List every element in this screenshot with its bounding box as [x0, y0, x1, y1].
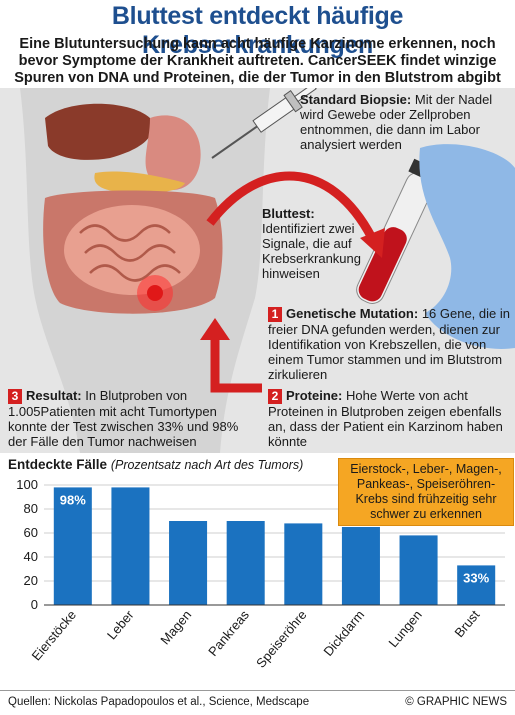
- callout-box: Eierstock-, Leber-, Magen-, Pankeas-, Sp…: [338, 458, 514, 526]
- x-tick-label: Leber: [104, 607, 137, 643]
- anatomy-illustration: [20, 88, 515, 453]
- pancreas-shape: [94, 171, 185, 193]
- bloodtest-heading: Bluttest:: [262, 206, 315, 221]
- x-tick-label: Speiseröhre: [253, 607, 310, 670]
- bar: [399, 535, 438, 605]
- arrow-to-tumor: [210, 338, 262, 393]
- biopsy-body: Mit der Nadel wird Gewebe oder Zellprobe…: [300, 92, 493, 152]
- biopsy-text: Standard Biopsie: Mit der Nadel wird Gew…: [300, 92, 510, 152]
- proteins-heading: Proteine:: [286, 388, 343, 403]
- footer-sources: Quellen: Nickolas Papadopoulos et al., S…: [8, 696, 310, 708]
- result-body: In Blutproben von 1.005Patienten mit ach…: [8, 388, 239, 449]
- y-tick-label: 60: [24, 525, 38, 540]
- proteins-body: Hohe Werte von acht Proteinen in Blutpro…: [268, 388, 503, 449]
- step-3-badge: 3: [8, 389, 22, 404]
- mutation-heading: Genetische Mutation:: [286, 306, 419, 321]
- bar: [53, 487, 92, 605]
- page-subtitle: Eine Blutuntersuchung kann acht häufige …: [14, 36, 501, 86]
- chart-heading: Entdeckte Fälle (Prozentsatz nach Art de…: [8, 457, 303, 472]
- glove-hand-icon: [419, 144, 515, 349]
- x-tick-label: Eierstöcke: [29, 607, 80, 663]
- result-heading: Resultat:: [26, 388, 82, 403]
- step-2-badge: 2: [268, 389, 282, 404]
- x-tick-label: Dickdarm: [320, 607, 367, 659]
- x-tick-label: Lungen: [385, 607, 424, 650]
- bar: [284, 523, 323, 605]
- arrow-to-vial: [206, 171, 376, 241]
- footer-credit: © GRAPHIC NEWS: [405, 696, 507, 708]
- stomach-shape: [145, 115, 201, 190]
- result-text: 3 Resultat: In Blutproben von 1.005Patien…: [8, 388, 258, 449]
- data-label: 33%: [463, 570, 489, 585]
- bar: [226, 521, 265, 605]
- bloodtest-body: Identifiziert zwei Signale, die auf Kreb…: [262, 221, 361, 281]
- chart-note: (Prozentsatz nach Art des Tumors): [110, 458, 304, 472]
- x-tick-label: Magen: [157, 607, 194, 647]
- data-label: 98%: [60, 492, 86, 507]
- chart-title: Entdeckte Fälle: [8, 457, 108, 472]
- footer: Quellen: Nickolas Papadopoulos et al., S…: [0, 690, 515, 715]
- y-tick-label: 20: [24, 573, 38, 588]
- bar: [111, 487, 150, 605]
- mutation-body: 16 Gene, die in freier DNA gefunden werd…: [268, 306, 510, 382]
- y-tick-label: 40: [24, 549, 38, 564]
- page-title: Bluttest entdeckt häufige Krebserkrankun…: [111, 2, 404, 59]
- bloodtest-text: Bluttest: Identifiziert zwei Signale, di…: [262, 206, 370, 281]
- small-intestine-shape: [64, 205, 200, 295]
- biopsy-heading: Standard Biopsie:: [300, 92, 412, 107]
- bar: [169, 521, 208, 605]
- y-tick-label: 0: [31, 597, 38, 612]
- y-tick-label: 100: [16, 477, 38, 492]
- x-tick-label: Brust: [451, 607, 482, 640]
- proteins-text: 2 Proteine: Hohe Werte von acht Proteinen…: [268, 388, 510, 449]
- x-tick-label: Pankreas: [205, 607, 252, 659]
- bar-chart: 100 80 60 40 20 0 98% Eierstöcke Leber Magen Pankr…: [16, 477, 505, 671]
- y-tick-label: 80: [24, 501, 38, 516]
- liver-shape: [45, 103, 153, 160]
- bar: [457, 565, 496, 605]
- bar: [341, 527, 380, 605]
- biopsy-needle-icon: [211, 88, 317, 159]
- step-1-badge: 1: [268, 307, 282, 322]
- mutation-text: 1 Genetische Mutation: 16 Gene, die in fr…: [268, 306, 510, 382]
- illustration-panel: Standard Biopsie: Mit der Nadel wird Gew…: [0, 88, 515, 453]
